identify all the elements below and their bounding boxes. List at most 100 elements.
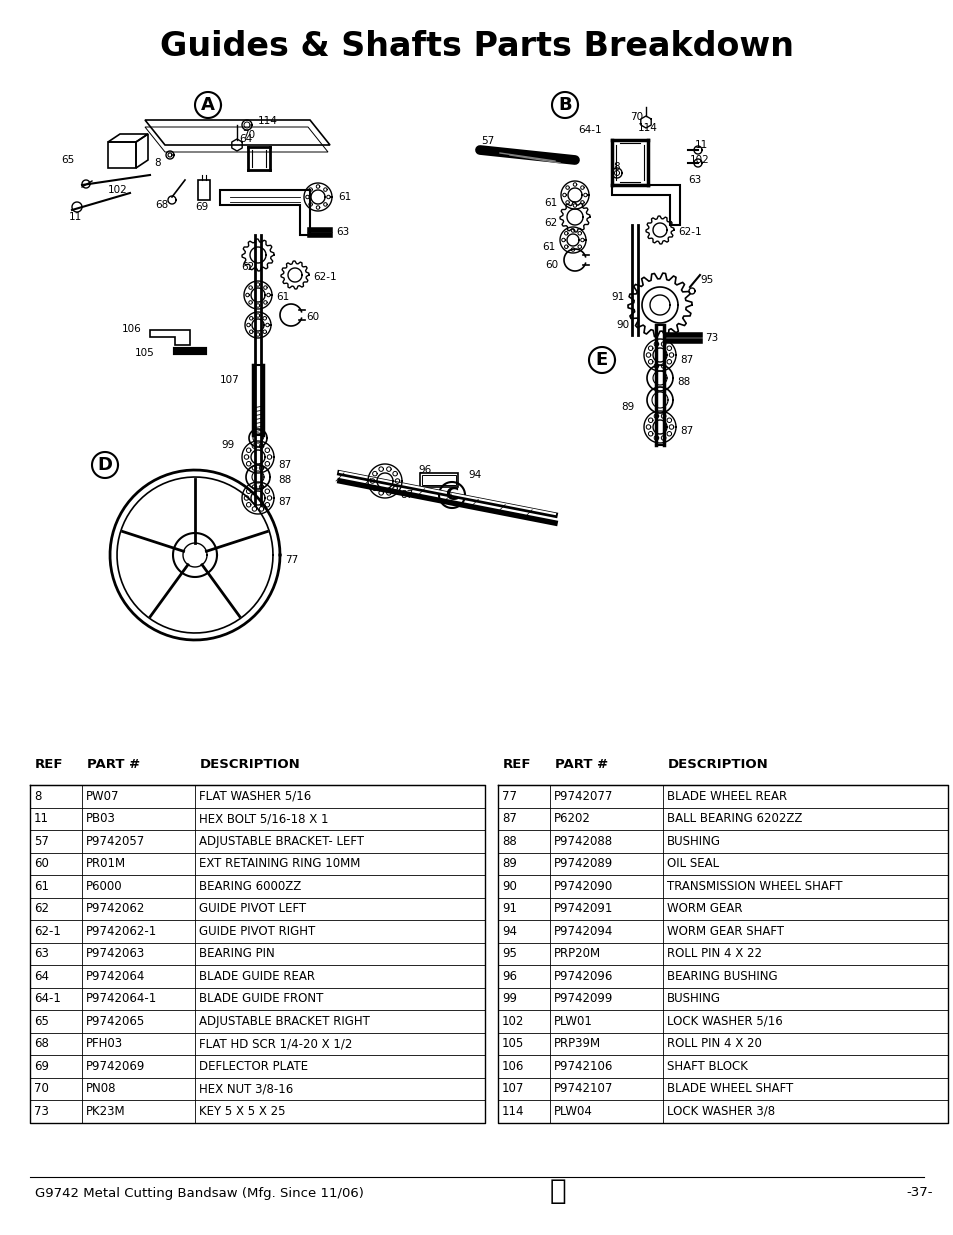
Text: 61: 61 — [275, 291, 289, 303]
Text: P9742107: P9742107 — [554, 1082, 613, 1095]
Text: 73: 73 — [34, 1105, 49, 1118]
Text: OIL SEAL: OIL SEAL — [666, 857, 719, 871]
Bar — [419, 473, 457, 487]
Text: 107: 107 — [220, 375, 239, 385]
Text: 61: 61 — [34, 879, 49, 893]
Text: P9742062-1: P9742062-1 — [86, 925, 157, 937]
Text: 62: 62 — [544, 219, 558, 228]
Text: 65: 65 — [61, 156, 74, 165]
Text: P9742069: P9742069 — [86, 1060, 145, 1073]
Text: 89: 89 — [501, 857, 517, 871]
Text: 69: 69 — [34, 1060, 49, 1073]
Text: G9742 Metal Cutting Bandsaw (Mfg. Since 11/06): G9742 Metal Cutting Bandsaw (Mfg. Since … — [35, 1187, 363, 1199]
Text: 60: 60 — [544, 261, 558, 270]
Text: FLAT HD SCR 1/4-20 X 1/2: FLAT HD SCR 1/4-20 X 1/2 — [199, 1037, 352, 1050]
Text: WORM GEAR: WORM GEAR — [666, 903, 741, 915]
Text: FLAT WASHER 5/16: FLAT WASHER 5/16 — [199, 789, 311, 803]
Text: 70: 70 — [630, 112, 643, 122]
Text: BEARING BUSHING: BEARING BUSHING — [666, 969, 777, 983]
Text: 11: 11 — [69, 212, 82, 222]
Text: 87: 87 — [679, 354, 693, 366]
Text: 68: 68 — [155, 200, 169, 210]
Text: C: C — [445, 487, 458, 504]
Text: LOCK WASHER 3/8: LOCK WASHER 3/8 — [666, 1105, 774, 1118]
Text: 64-1: 64-1 — [34, 992, 61, 1005]
Text: P9742091: P9742091 — [554, 903, 613, 915]
Text: HEX BOLT 5/16-18 X 1: HEX BOLT 5/16-18 X 1 — [199, 813, 328, 825]
Text: BEARING 6000ZZ: BEARING 6000ZZ — [199, 879, 301, 893]
Text: 87: 87 — [679, 426, 693, 436]
Text: PLW01: PLW01 — [554, 1015, 592, 1028]
Text: -37-: -37- — [905, 1187, 932, 1199]
Text: 88: 88 — [677, 377, 690, 387]
Text: BUSHING: BUSHING — [666, 835, 720, 847]
Text: 88: 88 — [277, 475, 291, 485]
Text: P9742088: P9742088 — [554, 835, 613, 847]
Text: REF: REF — [35, 758, 64, 772]
Text: 60: 60 — [34, 857, 49, 871]
Text: 88: 88 — [501, 835, 517, 847]
Text: 102: 102 — [108, 185, 128, 195]
Text: DESCRIPTION: DESCRIPTION — [200, 758, 300, 772]
Text: 90: 90 — [617, 320, 629, 330]
Text: 96: 96 — [501, 969, 517, 983]
Text: HEX NUT 3/8-16: HEX NUT 3/8-16 — [199, 1082, 293, 1095]
Text: 90: 90 — [501, 879, 517, 893]
Text: ADJUSTABLE BRACKET RIGHT: ADJUSTABLE BRACKET RIGHT — [199, 1015, 370, 1028]
Text: 77: 77 — [285, 555, 298, 564]
Text: 105: 105 — [501, 1037, 524, 1050]
Text: PW07: PW07 — [86, 789, 119, 803]
Text: P9742077: P9742077 — [554, 789, 613, 803]
Text: 64: 64 — [34, 969, 49, 983]
Text: 62: 62 — [241, 262, 254, 272]
Text: P9742089: P9742089 — [554, 857, 613, 871]
Text: 62-1: 62-1 — [678, 227, 700, 237]
Text: REF: REF — [502, 758, 531, 772]
Text: 61: 61 — [544, 198, 558, 207]
Text: D: D — [97, 456, 112, 474]
Text: 61: 61 — [337, 191, 351, 203]
Text: 65: 65 — [34, 1015, 49, 1028]
Text: 57: 57 — [481, 136, 494, 146]
Text: EXT RETAINING RING 10MM: EXT RETAINING RING 10MM — [199, 857, 360, 871]
Text: 73: 73 — [704, 333, 718, 343]
Text: GUIDE PIVOT RIGHT: GUIDE PIVOT RIGHT — [199, 925, 314, 937]
Text: ADJUSTABLE BRACKET- LEFT: ADJUSTABLE BRACKET- LEFT — [199, 835, 364, 847]
Text: 96: 96 — [418, 466, 431, 475]
Text: 63: 63 — [687, 175, 700, 185]
Text: P9742094: P9742094 — [554, 925, 613, 937]
Text: 106: 106 — [501, 1060, 524, 1073]
Text: DEFLECTOR PLATE: DEFLECTOR PLATE — [199, 1060, 308, 1073]
Text: P6000: P6000 — [86, 879, 123, 893]
Text: 68: 68 — [34, 1037, 49, 1050]
Text: P9742106: P9742106 — [554, 1060, 613, 1073]
Text: 95: 95 — [501, 947, 517, 961]
Text: ROLL PIN 4 X 20: ROLL PIN 4 X 20 — [666, 1037, 761, 1050]
Text: P6202: P6202 — [554, 813, 590, 825]
Text: BLADE GUIDE REAR: BLADE GUIDE REAR — [199, 969, 314, 983]
Text: 94: 94 — [501, 925, 517, 937]
Text: BEARING PIN: BEARING PIN — [199, 947, 274, 961]
Text: P9742063: P9742063 — [86, 947, 145, 961]
Text: 89: 89 — [621, 403, 635, 412]
Text: 87: 87 — [399, 490, 413, 500]
Text: 114: 114 — [257, 116, 277, 126]
Text: 62-1: 62-1 — [313, 272, 336, 282]
Text: 114: 114 — [638, 124, 658, 133]
Text: 91: 91 — [611, 291, 624, 303]
Text: PART #: PART # — [87, 758, 140, 772]
Text: 57: 57 — [34, 835, 49, 847]
Text: 11: 11 — [695, 140, 707, 149]
Text: 11: 11 — [34, 813, 49, 825]
Text: 60: 60 — [306, 312, 319, 322]
Text: P9742099: P9742099 — [554, 992, 613, 1005]
Text: 62: 62 — [34, 903, 49, 915]
Text: WORM GEAR SHAFT: WORM GEAR SHAFT — [666, 925, 783, 937]
Text: 94: 94 — [468, 471, 481, 480]
Text: ROLL PIN 4 X 22: ROLL PIN 4 X 22 — [666, 947, 761, 961]
Text: PB03: PB03 — [86, 813, 115, 825]
Text: 77: 77 — [501, 789, 517, 803]
Text: 107: 107 — [501, 1082, 524, 1095]
Text: 70: 70 — [242, 130, 254, 140]
Text: P9742057: P9742057 — [86, 835, 145, 847]
